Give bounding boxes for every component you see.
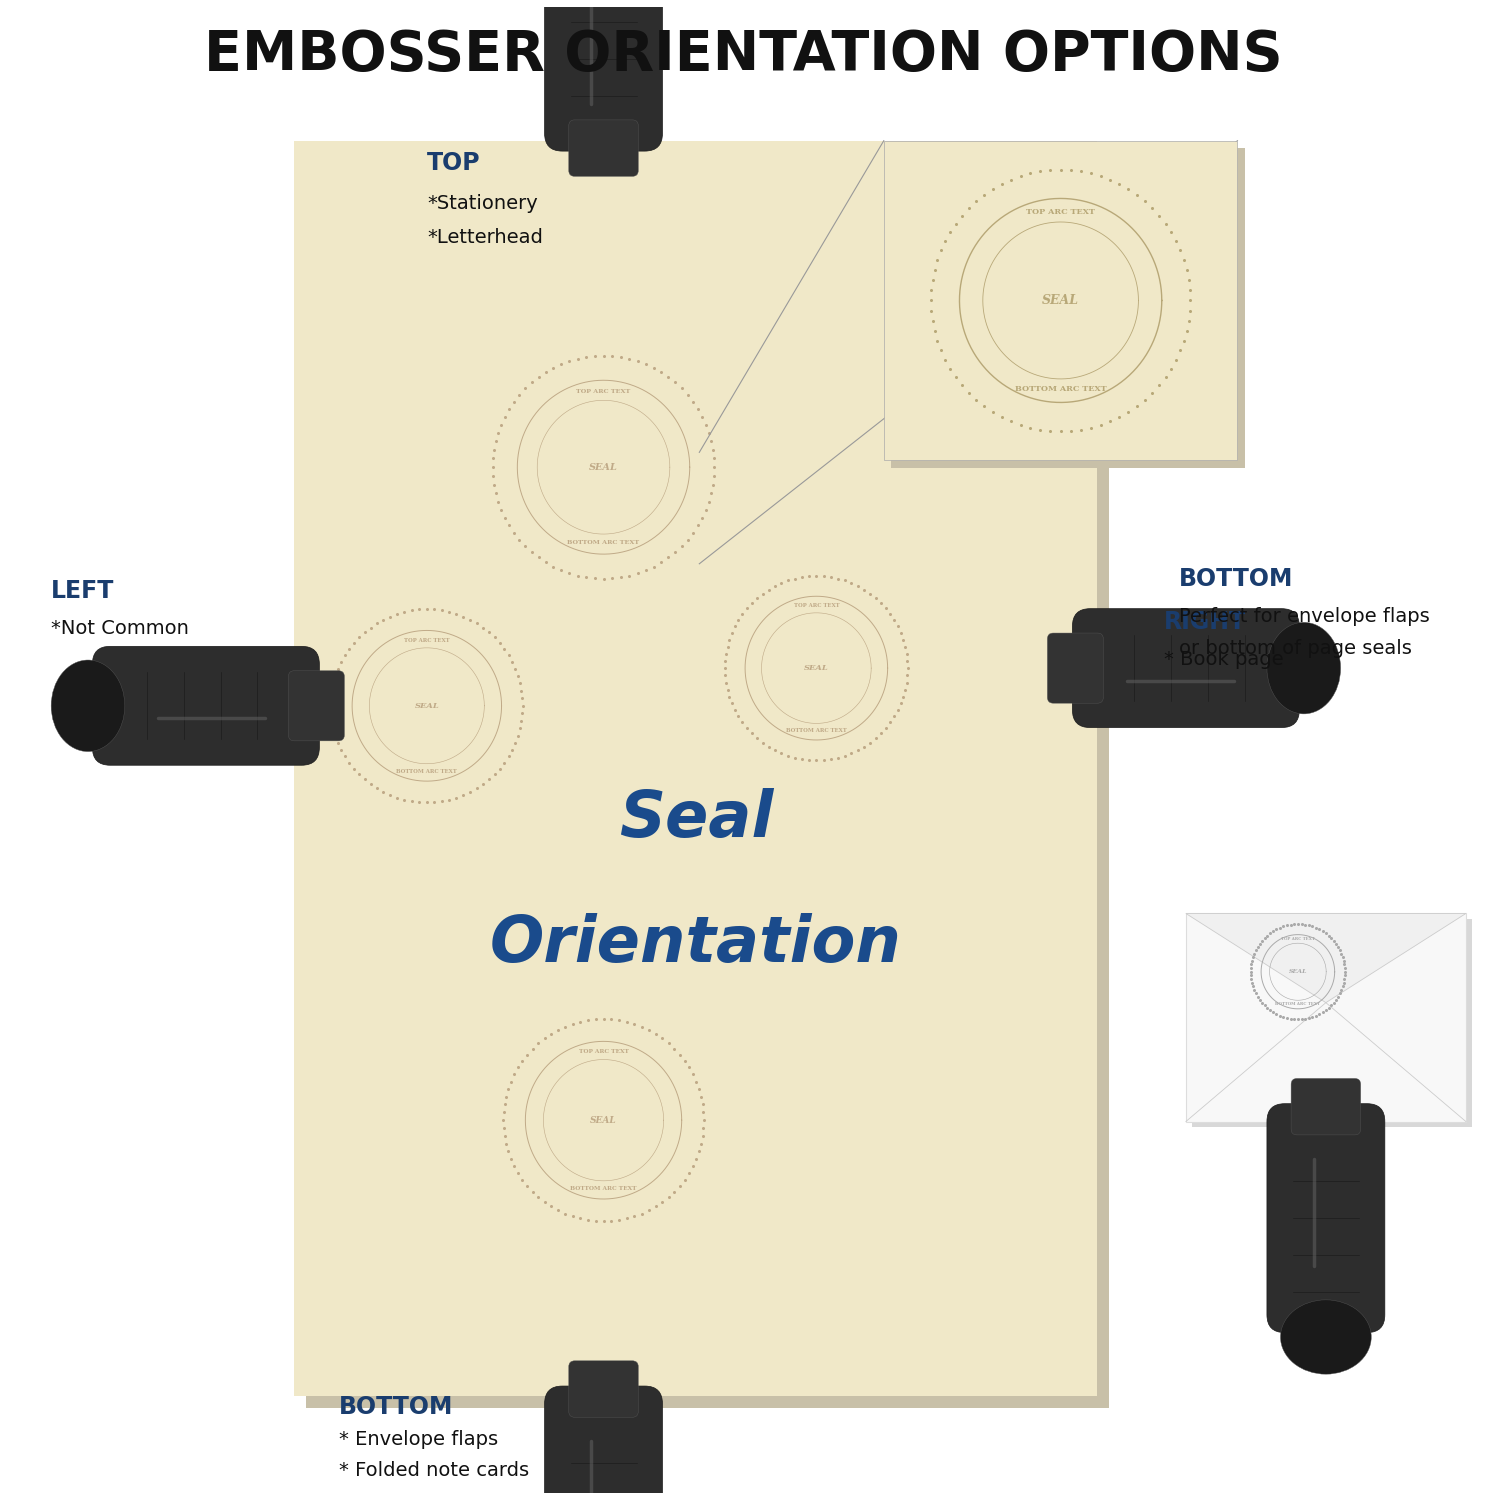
FancyBboxPatch shape	[294, 141, 1098, 1397]
Text: BOTTOM ARC TEXT: BOTTOM ARC TEXT	[570, 1186, 638, 1191]
FancyBboxPatch shape	[568, 1360, 639, 1418]
Text: TOP ARC TEXT: TOP ARC TEXT	[576, 388, 630, 394]
Text: * Book page: * Book page	[1164, 650, 1284, 669]
FancyBboxPatch shape	[544, 1386, 663, 1500]
Text: Seal: Seal	[618, 788, 772, 850]
Text: SEAL: SEAL	[1288, 969, 1306, 974]
Text: SEAL: SEAL	[414, 702, 440, 709]
FancyBboxPatch shape	[288, 670, 345, 741]
FancyBboxPatch shape	[568, 120, 639, 177]
FancyBboxPatch shape	[891, 148, 1245, 468]
Text: Orientation: Orientation	[490, 914, 902, 975]
FancyBboxPatch shape	[306, 153, 1110, 1408]
Text: SEAL: SEAL	[1042, 294, 1078, 307]
Text: *Not Common: *Not Common	[51, 618, 189, 638]
Text: BOTTOM ARC TEXT: BOTTOM ARC TEXT	[786, 729, 846, 734]
Text: TOP ARC TEXT: TOP ARC TEXT	[404, 638, 450, 642]
Text: SEAL: SEAL	[590, 462, 618, 471]
Text: TOP ARC TEXT: TOP ARC TEXT	[794, 603, 838, 608]
Text: BOTTOM ARC TEXT: BOTTOM ARC TEXT	[396, 770, 458, 774]
Text: SEAL: SEAL	[590, 1116, 616, 1125]
FancyBboxPatch shape	[1047, 633, 1104, 704]
Text: BOTTOM: BOTTOM	[1179, 567, 1293, 591]
Text: BOTTOM ARC TEXT: BOTTOM ARC TEXT	[1016, 386, 1107, 393]
Text: RIGHT: RIGHT	[1164, 610, 1246, 634]
Text: *Stationery: *Stationery	[427, 194, 537, 213]
Ellipse shape	[51, 660, 124, 752]
Text: BOTTOM ARC TEXT: BOTTOM ARC TEXT	[567, 540, 639, 546]
Text: BOTTOM ARC TEXT: BOTTOM ARC TEXT	[1275, 1002, 1320, 1007]
FancyBboxPatch shape	[1192, 920, 1472, 1128]
Text: Perfect for envelope flaps: Perfect for envelope flaps	[1179, 608, 1430, 625]
Text: * Folded note cards: * Folded note cards	[339, 1461, 528, 1480]
FancyBboxPatch shape	[884, 141, 1238, 460]
Ellipse shape	[1268, 622, 1341, 714]
Text: TOP: TOP	[427, 152, 480, 176]
FancyBboxPatch shape	[1186, 914, 1466, 1122]
Polygon shape	[1186, 914, 1466, 1002]
FancyBboxPatch shape	[1072, 609, 1299, 728]
FancyBboxPatch shape	[544, 0, 663, 152]
Text: BOTTOM: BOTTOM	[339, 1395, 453, 1419]
Text: SEAL: SEAL	[804, 664, 828, 672]
Text: or bottom of page seals: or bottom of page seals	[1179, 639, 1412, 658]
Text: TOP ARC TEXT: TOP ARC TEXT	[1281, 938, 1316, 942]
Text: *Letterhead: *Letterhead	[427, 228, 543, 248]
FancyBboxPatch shape	[93, 646, 320, 765]
FancyBboxPatch shape	[1292, 1078, 1360, 1136]
Text: TOP ARC TEXT: TOP ARC TEXT	[579, 1048, 628, 1054]
FancyBboxPatch shape	[1268, 1104, 1384, 1332]
Text: LEFT: LEFT	[51, 579, 114, 603]
Text: TOP ARC TEXT: TOP ARC TEXT	[1026, 207, 1095, 216]
Text: EMBOSSER ORIENTATION OPTIONS: EMBOSSER ORIENTATION OPTIONS	[204, 27, 1282, 81]
Ellipse shape	[1281, 1300, 1371, 1374]
Text: * Envelope flaps: * Envelope flaps	[339, 1430, 498, 1449]
